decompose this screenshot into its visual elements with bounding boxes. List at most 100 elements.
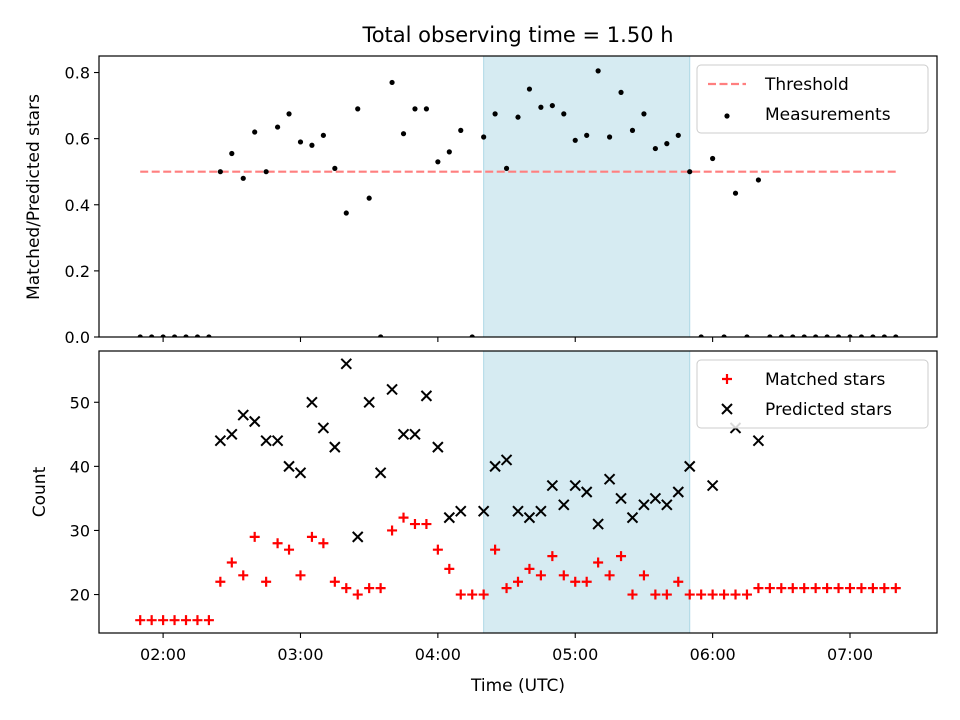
matched-star-marker	[490, 544, 501, 555]
measurement-point	[458, 127, 464, 133]
legend-label: Threshold	[764, 75, 849, 95]
predicted-star-marker	[512, 505, 524, 517]
matched-star-marker	[467, 589, 478, 600]
matched-star-marker	[146, 615, 157, 626]
predicted-star-marker	[580, 486, 593, 498]
measurement-point	[515, 114, 521, 120]
predicted-star-marker	[248, 415, 261, 428]
x-tick-label: 05:00	[552, 645, 598, 664]
matched-star-marker	[684, 589, 695, 600]
measurement-point	[171, 334, 178, 337]
matched-star-marker	[398, 512, 409, 523]
predicted-star-marker	[649, 492, 662, 505]
measurement-point	[664, 141, 670, 147]
measurement-point	[206, 334, 212, 337]
predicted-star-marker	[638, 499, 650, 511]
x-tick-label: 03:00	[277, 645, 323, 664]
predicted-star-marker	[684, 460, 696, 473]
predicted-star-marker	[306, 396, 318, 408]
measurement-point	[469, 334, 475, 337]
matched-star-marker	[776, 583, 787, 594]
observing-window-span	[483, 56, 691, 337]
measurement-point	[847, 334, 853, 337]
measurement-point	[652, 145, 658, 152]
predicted-star-marker	[546, 479, 559, 492]
matched-star-marker	[833, 583, 844, 594]
matched-star-marker	[570, 576, 581, 587]
y-tick-label: 30	[70, 521, 90, 540]
matched-star-marker	[432, 544, 443, 555]
matched-star-marker	[169, 615, 180, 626]
matched-star-marker	[741, 589, 752, 600]
panel-ratio: 0.00.20.40.60.8 Matched/Predicted stars …	[24, 55, 938, 347]
matched-star-marker	[627, 589, 638, 600]
matched-star-marker	[455, 589, 466, 600]
y-tick-label: 40	[70, 457, 90, 476]
matched-star-marker	[444, 563, 455, 574]
matched-star-marker	[844, 583, 855, 594]
measurement-point	[263, 169, 269, 175]
measurement-point	[755, 177, 762, 183]
measurement-point	[618, 89, 624, 95]
matched-star-marker	[329, 576, 340, 587]
measurement-point	[767, 334, 773, 337]
matched-star-marker	[799, 583, 810, 594]
matched-star-marker	[867, 583, 878, 594]
measurement-point	[149, 334, 155, 337]
y-tick-label: 0.0	[65, 328, 90, 347]
panel-count-y-axis: 20 30 40 50	[70, 393, 99, 605]
predicted-star-marker	[592, 518, 604, 530]
predicted-star-marker	[569, 479, 581, 492]
measurement-point	[446, 149, 452, 155]
predicted-star-marker	[603, 473, 616, 485]
y-tick-label: 0.6	[65, 130, 90, 149]
legend-ratio: Threshold Measurements	[696, 64, 929, 134]
measurement-point	[778, 334, 784, 337]
measurement-point	[423, 106, 430, 112]
measurement-point	[503, 165, 510, 171]
legend-predicted-swatch	[721, 403, 733, 415]
measurement-point	[366, 195, 372, 201]
measurement-point	[137, 334, 143, 337]
chart-title: Total observing time = 1.50 h	[361, 23, 673, 47]
measurement-point	[561, 111, 567, 117]
measurement-point	[744, 334, 750, 337]
y-tick-label: 0.4	[65, 196, 90, 215]
predicted-star-marker	[352, 531, 364, 543]
predicted-star-marker	[432, 441, 444, 453]
matched-star-marker	[879, 583, 890, 594]
legend-measurement-swatch	[724, 113, 730, 119]
predicted-star-marker	[500, 454, 513, 466]
predicted-star-marker	[340, 358, 352, 370]
matched-star-marker	[478, 589, 489, 600]
matched-star-marker	[753, 583, 764, 594]
matched-star-marker	[295, 570, 306, 581]
measurement-point	[274, 124, 281, 130]
y-tick-label: 0.2	[65, 262, 90, 281]
predicted-star-marker	[271, 435, 284, 447]
panel-ratio-y-axis: 0.0 0.2 0.4 0.6 0.8	[65, 64, 99, 347]
y-tick-label: 50	[70, 393, 90, 412]
panel-ratio-x-ticks	[162, 337, 851, 342]
matched-star-marker	[787, 583, 798, 594]
measurement-point	[217, 169, 223, 175]
predicted-star-marker	[260, 435, 272, 447]
predicted-star-marker	[443, 511, 456, 524]
matched-star-marker	[181, 615, 192, 626]
measurement-point	[194, 334, 201, 337]
measurement-point	[400, 131, 407, 137]
measurement-point	[538, 104, 544, 110]
matched-star-marker	[719, 589, 730, 600]
matched-star-marker	[249, 531, 260, 542]
matched-star-marker	[524, 563, 535, 574]
matched-star-marker	[730, 589, 741, 600]
measurement-point	[732, 190, 739, 196]
matched-star-marker	[421, 519, 432, 530]
measurement-point	[435, 159, 441, 165]
panel-count-series	[135, 358, 901, 626]
measurement-point	[309, 142, 315, 148]
measurement-point	[252, 129, 258, 135]
matched-star-marker	[616, 551, 627, 562]
panel-count-frame	[98, 350, 938, 634]
measurement-point	[824, 334, 830, 337]
